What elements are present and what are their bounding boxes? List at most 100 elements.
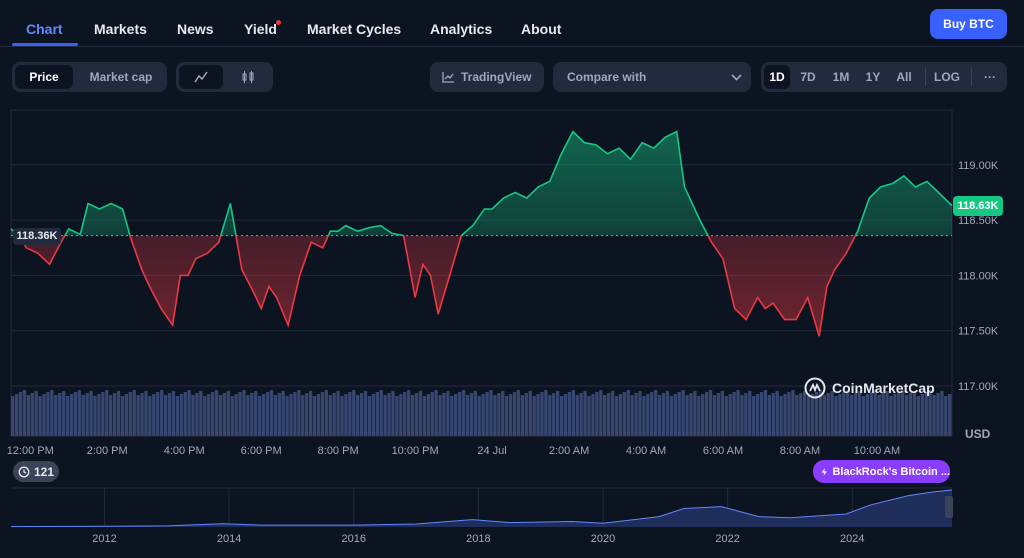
volume-bar	[387, 393, 391, 436]
volume-bar	[11, 396, 15, 436]
tab-about[interactable]: About	[521, 21, 562, 37]
volume-bar	[285, 396, 289, 436]
price-option[interactable]: Price	[15, 65, 73, 89]
volume-bar	[359, 393, 364, 436]
log-scale-button[interactable]: LOG	[934, 70, 960, 84]
candlestick-icon[interactable]	[226, 65, 270, 89]
volume-bar	[473, 391, 477, 436]
volume-bar	[269, 390, 274, 436]
volume-bar	[426, 394, 430, 436]
volume-bar	[508, 394, 513, 436]
volume-bar	[606, 393, 611, 436]
volume-bar	[297, 390, 301, 436]
volume-bar	[489, 390, 493, 436]
y-tick-label: 118.00K	[958, 270, 999, 282]
volume-bar	[689, 393, 693, 436]
volume-bar	[634, 393, 638, 436]
volume-bar	[512, 392, 517, 436]
volume-bar	[407, 390, 411, 436]
compare-with-select[interactable]: Compare with	[553, 62, 751, 92]
volume-bar	[783, 394, 787, 436]
volume-bar	[948, 394, 952, 436]
volume-bar	[93, 396, 97, 436]
volume-bar	[336, 391, 340, 436]
volume-bar	[740, 395, 744, 436]
market-cap-option[interactable]: Market cap	[89, 70, 153, 84]
volume-bar	[316, 394, 321, 436]
volume-bar	[787, 392, 791, 436]
volume-bar	[908, 393, 913, 436]
volume-bar	[626, 390, 630, 436]
volume-bar	[595, 392, 599, 436]
volume-bar	[708, 390, 713, 436]
volume-bar	[850, 395, 854, 436]
x-tick-label: 4:00 PM	[164, 445, 205, 457]
volume-bar	[38, 396, 42, 436]
volume-bar	[528, 391, 532, 436]
tab-yield[interactable]: Yield	[244, 21, 277, 37]
volume-bar	[273, 395, 278, 436]
volume-bar	[826, 393, 830, 436]
x-tick-label: 10:00 AM	[854, 445, 900, 457]
news-event-pill[interactable]: BlackRock's Bitcoin ...	[813, 460, 950, 483]
volume-bar	[195, 393, 199, 436]
volume-bar	[552, 393, 556, 436]
volume-bar	[77, 390, 81, 436]
volume-bar	[65, 396, 70, 436]
volume-bar	[555, 391, 560, 436]
volume-bar	[669, 396, 674, 436]
y-tick-label: 119.00K	[958, 160, 999, 172]
events-badge[interactable]: 121	[13, 461, 59, 482]
timeframe-1m[interactable]: 1M	[832, 70, 850, 84]
timeframe-all[interactable]: All	[896, 70, 912, 84]
tab-chart[interactable]: Chart	[26, 21, 63, 37]
volume-bar	[497, 393, 501, 436]
tab-markets[interactable]: Markets	[94, 21, 147, 37]
x-tick-label: 2:00 PM	[87, 445, 128, 457]
volume-bar	[61, 391, 66, 436]
volume-bar	[536, 394, 540, 436]
volume-bar	[673, 394, 677, 436]
volume-bar	[477, 396, 481, 436]
volume-bar	[920, 394, 924, 436]
volume-bar	[159, 390, 164, 436]
timeframe-7d[interactable]: 7D	[800, 70, 816, 84]
volume-bar	[293, 392, 297, 436]
volume-bar	[422, 396, 427, 436]
active-tab-indicator	[12, 43, 78, 46]
volume-bar	[936, 393, 940, 436]
currency-label: USD	[965, 427, 991, 441]
volume-bar	[724, 396, 728, 436]
timeframe-1y[interactable]: 1Y	[865, 70, 881, 84]
buy-btc-button[interactable]: Buy BTC	[930, 9, 1007, 39]
navigator-x-tick: 2020	[591, 533, 615, 545]
volume-bar	[191, 395, 195, 436]
y-tick-label: 118.50K	[958, 215, 999, 227]
volume-bar	[14, 394, 19, 436]
tab-news[interactable]: News	[177, 21, 214, 37]
line-chart-icon[interactable]	[179, 65, 223, 89]
volume-bar	[277, 393, 281, 436]
tab-analytics[interactable]: Analytics	[430, 21, 493, 37]
tradingview-button[interactable]: TradingView	[430, 62, 544, 92]
volume-bar	[320, 392, 325, 436]
tab-market-cycles[interactable]: Market Cycles	[307, 21, 402, 37]
more-options-button[interactable]: ···	[984, 70, 996, 84]
volume-bar	[58, 393, 62, 436]
x-tick-label: 12:00 PM	[7, 445, 54, 457]
volume-bar	[834, 396, 838, 436]
volume-bar	[838, 394, 842, 436]
volume-bar	[42, 394, 46, 436]
volume-bar	[861, 396, 866, 436]
volume-bar	[822, 395, 826, 436]
volume-bar	[242, 390, 246, 436]
volume-bar	[85, 393, 89, 436]
volume-bar	[904, 395, 909, 436]
volume-bar	[261, 394, 266, 436]
volume-bar	[22, 390, 27, 436]
volume-bar	[524, 393, 528, 436]
timeframe-1d[interactable]: 1D	[764, 65, 790, 89]
volume-bar	[932, 395, 936, 436]
toolbar-divider	[925, 68, 926, 86]
